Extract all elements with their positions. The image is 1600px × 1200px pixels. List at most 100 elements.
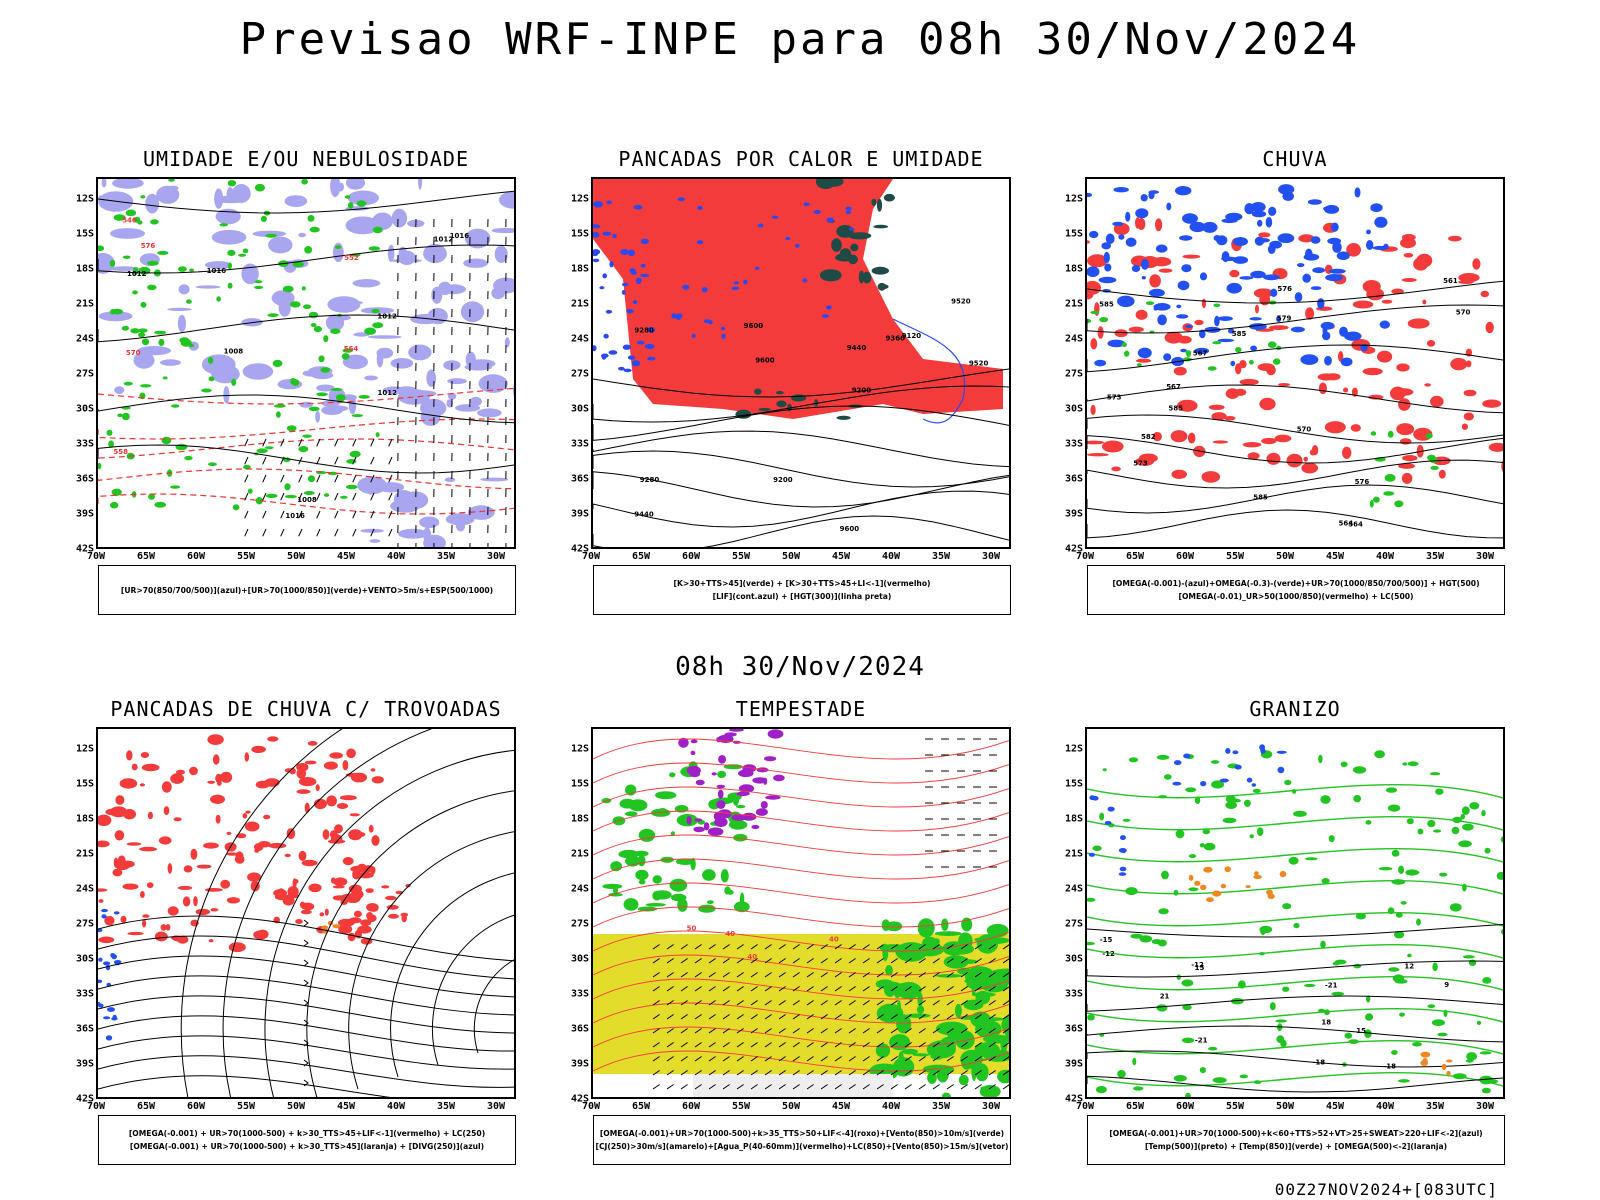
wind-vector [334,456,339,465]
lifted-index-contour [826,217,834,223]
humidity-contour-green [298,446,309,453]
humidity-fill-blue [387,244,395,263]
wind-vector [680,1084,688,1090]
storm-fill-red [139,846,157,852]
humidity-fill-blue [426,369,437,387]
temperature-850-contour [1366,995,1371,1003]
wind-vector [352,474,357,483]
humidity-fill-blue [284,195,308,207]
lat-tick-label: 21S [570,848,589,860]
wind-vector [820,1000,828,1006]
humidity-fill-blue [315,410,320,423]
lifted-index-contour [633,204,643,210]
storm-fill-red [295,919,303,924]
streamline [98,955,514,998]
rain-fill-blue [1125,237,1137,247]
lon-tick-label: 60W [1175,551,1195,562]
storm-fill-red [142,914,150,918]
wind-vector [736,1042,744,1048]
wind-fill-green [624,811,638,817]
humidity-contour-green [330,328,341,334]
wind-vector [298,528,303,537]
legend-box: [UR>70(850/700/500)](azul)+[UR>70(1000/8… [98,565,516,615]
wind-vector [820,1014,828,1020]
storm-fill-red [154,931,168,942]
wind-vector [890,1084,898,1090]
rain-fill-red [1377,350,1393,363]
storm-fill-red [122,883,139,890]
severe-fill-purple [742,764,757,773]
thickness-line [98,493,514,515]
humidity-contour-green [372,226,383,234]
wind-vector [750,1084,758,1090]
lon-tick-label: 30W [486,551,506,562]
rain-fill-red [1305,307,1315,320]
storm-fill-red [301,859,318,867]
wind-vector [834,972,842,978]
contour-label: 546 [122,217,137,225]
rain-fill-blue [1294,292,1303,302]
wind-vector [316,438,321,447]
wind-vector [352,510,357,519]
legend-line: [K>30+TTS>45](verde) + [K>30+TTS>45+LI<-… [673,579,931,588]
lat-tick-label: 18S [1064,263,1083,275]
rain-fill-green [1425,433,1433,439]
instability-fill-dark [735,409,752,419]
contour-label: 9440 [847,344,867,352]
storm-fill-red [298,777,317,787]
rain-fill-red [1401,234,1416,241]
storm-fill-red [346,748,356,759]
wind-vector [283,546,284,547]
rain-fill-red [1398,398,1411,411]
height-contour [1087,304,1503,334]
temperature-850-contour [1328,835,1335,843]
storm-fill-red [263,814,271,820]
temperature-850-contour [1353,794,1362,803]
humidity-contour-green [254,285,264,290]
humidity-fill-blue [345,216,381,235]
wind-fill-green [608,892,623,897]
lat-tick-label: 36S [570,1023,589,1035]
rain-fill-red [1422,299,1427,305]
wind-fill-green [652,875,662,884]
temperature-850-contour [1257,827,1264,836]
wind-fill-green [954,1003,962,1018]
rain-fill-blue [1263,274,1280,281]
humidity-fill-blue [390,358,414,369]
rain-fill-blue [1141,276,1146,280]
lifted-index-contour [813,209,821,214]
wind-vector [778,972,786,978]
lon-tick-label: 70W [581,551,601,562]
wind-vector [806,958,814,964]
rain-fill-blue [1328,268,1346,274]
rain-fill-red [1135,217,1141,229]
lon-tick-label: 70W [1075,551,1095,562]
severe-fill-purple [736,791,750,797]
humidity-contour-green [254,183,265,192]
legend-line: [OMEGA(-0.001)-(azul)+OMEGA(-0.3)-(verde… [1112,579,1480,588]
humidity-contour-green [147,284,157,291]
wind-vector [778,1014,786,1020]
wind-fill-green [992,968,1009,980]
wind-fill-green [932,938,940,946]
lifted-index-contour [626,309,634,314]
legend-box: [OMEGA(-0.001)+UR>70(1000-500)+k>35_TTS>… [593,1115,1011,1165]
rain-fill-red [1301,462,1319,474]
lon-tick-label: 65W [631,551,651,562]
lon-tick-label: 60W [681,551,701,562]
lon-tick-label: 35W [436,551,456,562]
wind-fill-green [637,874,642,880]
humidity-fill-blue [420,398,447,418]
lifted-index-contour [754,266,760,270]
humidity-contour-green [318,355,325,363]
contour-label: 9520 [969,360,989,368]
storm-fill-red [228,942,246,953]
temperature-850-contour [1156,754,1170,760]
omega-fill-orange [1200,884,1207,890]
wind-fill-green [976,934,999,954]
streamline [348,831,514,1090]
lat-tick-label: 30S [75,953,94,965]
wind-vector [680,958,688,964]
storm-fill-red [388,913,399,919]
temperature-850-contour [1479,1051,1492,1055]
